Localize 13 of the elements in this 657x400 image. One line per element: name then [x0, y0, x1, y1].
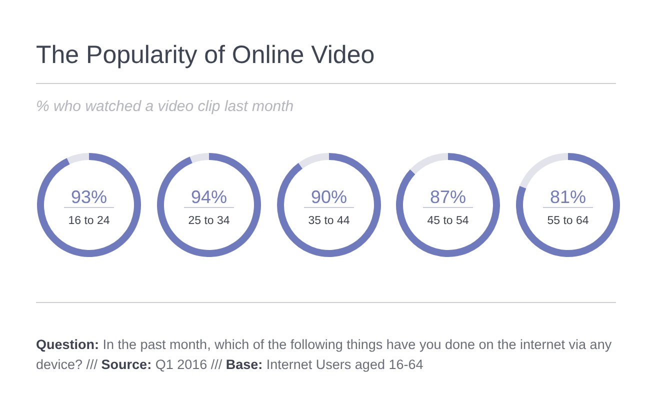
data-label: 81% [550, 187, 586, 207]
data-label: 87% [430, 187, 466, 207]
text: Question: In the past month, which of the following things have you done on the internet via any device? /// Source: Q1 2016 /// Base: Internet Users aged 16-64 [36, 336, 613, 374]
slice-label: 45 to 54 [427, 215, 470, 227]
chart-subtitle: % who watched a video clip last month [36, 97, 294, 117]
slice-label: 35 to 44 [308, 215, 350, 227]
slice-label: 16 to 24 [68, 215, 110, 227]
data-label: 93% [70, 187, 108, 207]
slice-label: 55 to 64 [547, 215, 590, 227]
data-label: 94% [190, 187, 227, 207]
data-label: 90% [310, 187, 347, 207]
slice-label: 25 to 34 [188, 215, 230, 227]
text: The Popularity of Online Video [36, 40, 375, 70]
